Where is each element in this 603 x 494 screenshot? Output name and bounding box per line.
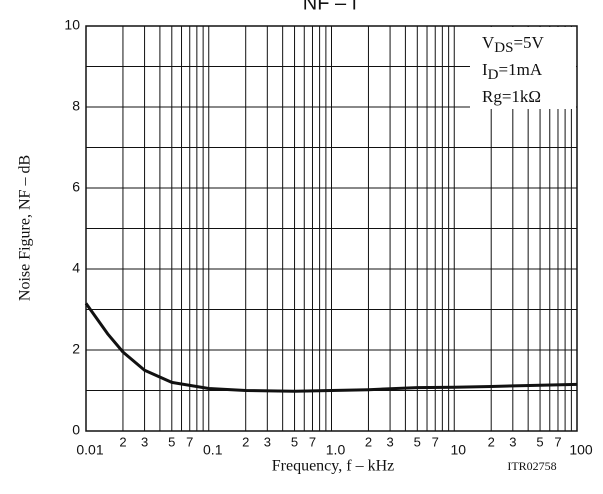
x-tick-label: 0.1 [203, 442, 223, 458]
x-tick-label: 2 [242, 434, 249, 449]
x-tick-label: 3 [141, 434, 148, 449]
annotation-subscript: D [488, 67, 499, 83]
x-tick-label: 0.01 [76, 442, 103, 458]
y-tick-label: 6 [72, 179, 80, 195]
annotation-box [470, 27, 576, 109]
x-axis-label: Frequency, f – kHz [272, 458, 394, 475]
x-tick-label: 7 [309, 434, 316, 449]
x-tick-label: 2 [365, 434, 372, 449]
y-tick-label: 0 [72, 422, 80, 438]
annotation-text: Rg=1kΩ [482, 87, 541, 106]
annotation: VDS=5V [482, 33, 545, 57]
x-tick-label: 7 [186, 434, 193, 449]
y-tick-label: 10 [64, 17, 80, 33]
x-tick-label: 5 [536, 434, 543, 449]
annotation-text: =5V [513, 33, 544, 52]
y-tick-label: 4 [72, 260, 80, 276]
annotation: Rg=1kΩ [482, 87, 541, 106]
x-tick-label: 5 [291, 434, 298, 449]
x-tick-label: 7 [554, 434, 561, 449]
annotation-text: =1mA [499, 60, 543, 79]
x-tick-label: 3 [509, 434, 516, 449]
x-tick-label: 5 [168, 434, 175, 449]
annotation-subscript: DS [494, 40, 513, 56]
x-tick-label: 1.0 [326, 442, 346, 458]
annotation-text: V [482, 33, 495, 52]
line [84, 302, 578, 393]
x-tick-label: 100 [569, 442, 593, 458]
y-tick-label: 2 [72, 341, 80, 357]
x-tick-label: 3 [386, 434, 393, 449]
x-tick-label: 5 [414, 434, 421, 449]
chart-title: NF – f [303, 0, 358, 14]
y-tick-label: 8 [72, 98, 80, 114]
x-tick-label: 3 [264, 434, 271, 449]
annotation: ID=1mA [482, 60, 543, 84]
figure-code: ITR02758 [507, 459, 556, 473]
plot-frame [85, 25, 578, 432]
x-tick-label: 10 [450, 442, 466, 458]
annotation-text: I [482, 60, 488, 79]
x-tick-label: 2 [488, 434, 495, 449]
x-tick-label: 7 [432, 434, 439, 449]
y-axis-label: Noise Figure, NF – dB [17, 155, 34, 301]
x-tick-label: 2 [119, 434, 126, 449]
